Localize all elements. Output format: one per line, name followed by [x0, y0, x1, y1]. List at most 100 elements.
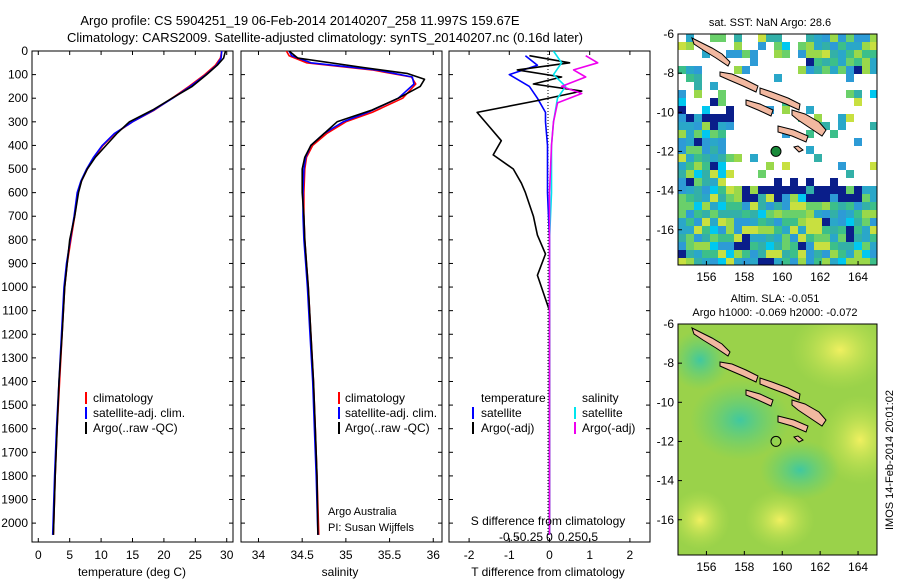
sst-cell [718, 90, 726, 98]
sst-cell [838, 234, 846, 242]
sst-cell [870, 226, 877, 234]
sst-cell [838, 242, 846, 250]
sst-cell [694, 226, 702, 234]
lat-tick-label: -8 [663, 356, 674, 370]
sst-cell [702, 250, 710, 258]
depth-tick-label: 800 [8, 233, 28, 247]
sst-cell [758, 234, 766, 242]
lon-tick-label: 164 [848, 560, 868, 574]
sst-cell [782, 226, 790, 234]
sst-cell [750, 242, 758, 250]
sst-cell [758, 34, 766, 42]
sst-cell [774, 194, 782, 202]
sst-cell [718, 234, 726, 242]
sst-cell [710, 210, 718, 218]
sst-cell [758, 186, 766, 194]
sla-high-anomaly [678, 490, 730, 550]
sst-cell [734, 234, 742, 242]
sst-cell [830, 258, 838, 265]
depth-tick-label: 1300 [1, 351, 28, 365]
sst-cell [702, 146, 710, 154]
sst-cell [870, 210, 877, 218]
sst-cell [686, 114, 694, 122]
sst-cell [814, 42, 822, 50]
sst-cell [678, 194, 686, 202]
sst-cell [702, 154, 710, 162]
sst-cell [782, 162, 790, 170]
sst-cell [830, 130, 838, 138]
sst-cell [734, 66, 742, 74]
sst-cell [814, 186, 822, 194]
sst-cell [838, 194, 846, 202]
lon-tick-label: 158 [734, 560, 754, 574]
sst-cell [750, 226, 758, 234]
sst-cell [678, 178, 686, 186]
sst-cell [862, 258, 870, 265]
sst-cell [710, 194, 718, 202]
sst-cell [862, 50, 870, 58]
sst-cell [862, 226, 870, 234]
lat-tick-label: -14 [657, 474, 675, 488]
island-bougainville [691, 327, 731, 357]
sst-cell [702, 162, 710, 170]
sst-cell [678, 42, 686, 50]
temperature-axes [31, 50, 234, 543]
sst-cell [734, 202, 742, 210]
island-guadalcanal [777, 125, 809, 143]
sst-cell [686, 186, 694, 194]
sst-cell [734, 186, 742, 194]
sst-cell [678, 202, 686, 210]
island-guadalcanal [777, 415, 809, 433]
lon-tick-label: 156 [696, 560, 716, 574]
sst-cell [710, 242, 718, 250]
legend-header-temperature: temperature [481, 391, 546, 405]
sst-cell [710, 146, 718, 154]
sst-cell [678, 114, 686, 122]
sst-cell [718, 130, 726, 138]
sst-cell [870, 234, 877, 242]
sst-cell [814, 58, 822, 66]
sst-cell [742, 194, 750, 202]
sst-cell [846, 218, 854, 226]
sst-cell [814, 210, 822, 218]
depth-tick-label: 1700 [1, 445, 28, 459]
sst-cell [686, 242, 694, 250]
salinity-diff-tick-label: 0.5 [581, 530, 598, 544]
sst-cell [830, 186, 838, 194]
sst-cell [822, 42, 830, 50]
island-choiseul [719, 361, 759, 383]
sst-cell [782, 210, 790, 218]
legend-label-climatology: climatology [93, 391, 153, 405]
sst-cell [718, 210, 726, 218]
sst-cell [830, 250, 838, 258]
sst-cell [694, 186, 702, 194]
sst-cell [830, 242, 838, 250]
sst-cell [782, 218, 790, 226]
sst-cell [782, 194, 790, 202]
depth-tick-label: 900 [8, 256, 28, 270]
sst-cell [766, 202, 774, 210]
sst-cell [702, 170, 710, 178]
sst-cell [750, 218, 758, 226]
sst-cell [726, 210, 734, 218]
sst-cell [710, 170, 718, 178]
sst-cell [694, 178, 702, 186]
figure-title-line1: Argo profile: CS 5904251_19 06-Feb-2014 … [80, 13, 520, 28]
sst-cell [686, 226, 694, 234]
sst-cell [838, 58, 846, 66]
sst-cell [806, 130, 814, 138]
sst-cell [750, 234, 758, 242]
sst-cell [758, 226, 766, 234]
sst-cell [686, 250, 694, 258]
sst-cell [814, 226, 822, 234]
sst-cell [846, 258, 854, 265]
temperature-series [51, 51, 227, 535]
sst-cell [726, 114, 734, 122]
depth-tick-label: 1500 [1, 398, 28, 412]
sst-cell [814, 194, 822, 202]
difference-depth-ticks [449, 50, 650, 524]
sst-cell [806, 50, 814, 58]
sst-cell [686, 130, 694, 138]
sst-cell [694, 194, 702, 202]
